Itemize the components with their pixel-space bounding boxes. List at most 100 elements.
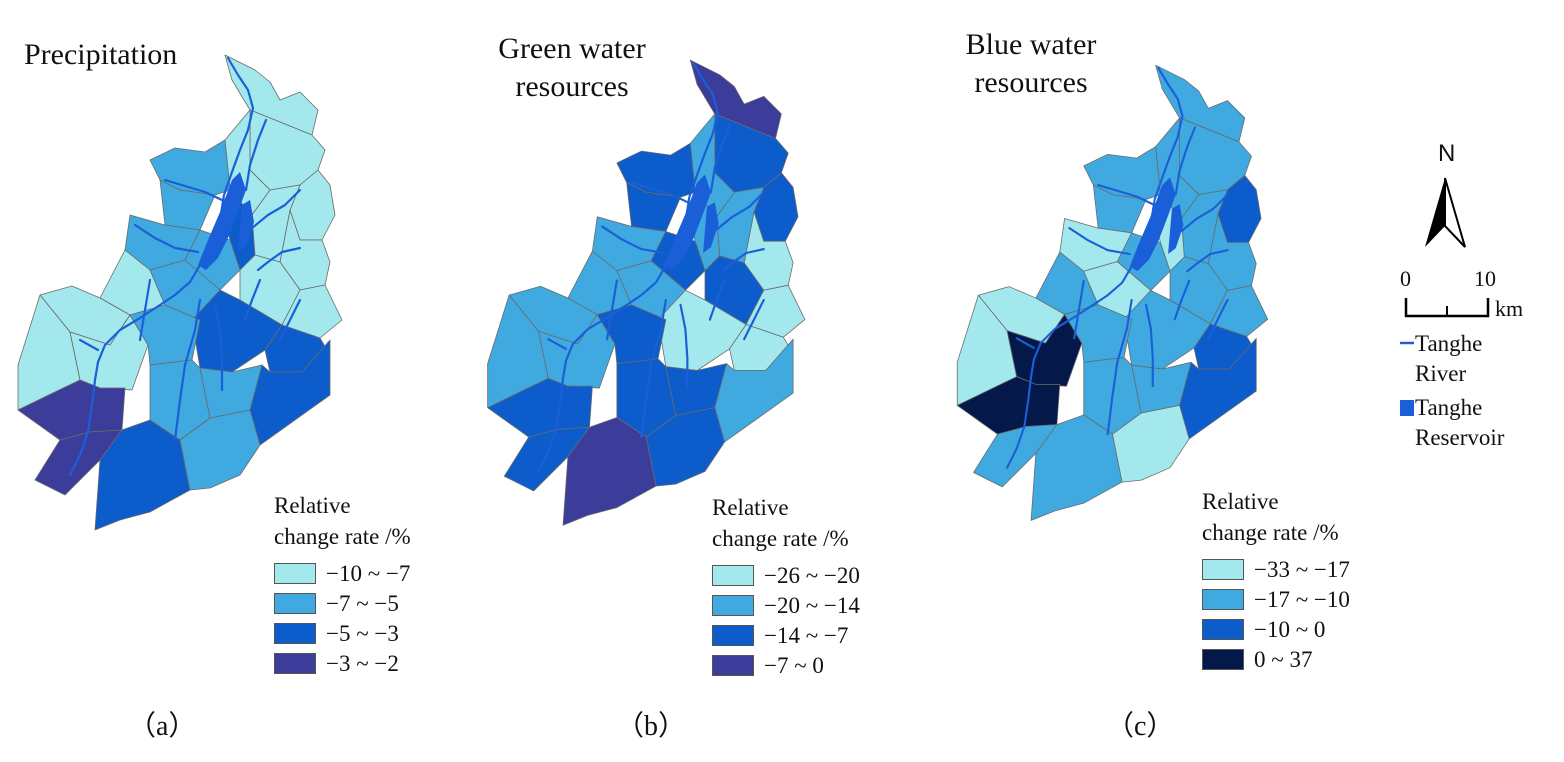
scale-start: 0	[1400, 266, 1411, 291]
subbasin	[281, 284, 343, 339]
legend-swatch	[1202, 618, 1244, 640]
legend-label: −20 ~ −14	[764, 592, 860, 618]
legend-item: 0 ~ 37	[1202, 644, 1350, 674]
reservoir-area	[703, 202, 719, 253]
river-line	[601, 225, 665, 255]
river-line	[163, 178, 224, 202]
legend-precipitation: Relative change rate /% −10 ~ −7 −7 ~ −5…	[274, 490, 414, 678]
panel-label: （c）	[1106, 711, 1175, 742]
subbasin	[179, 409, 261, 491]
legend-swatch	[274, 652, 316, 674]
legend-item: −14 ~ −7	[712, 620, 860, 650]
north-label: N	[1438, 140, 1456, 167]
legend-green-water: Relative change rate /% −26 ~ −20 −20 ~ …	[712, 492, 860, 680]
river-line	[133, 223, 200, 254]
river-line	[68, 56, 255, 477]
panel-precipitation: Precipitation Relative change rate /% −1…	[0, 0, 480, 762]
reservoir-area	[663, 174, 711, 271]
panel-label: （a）	[128, 711, 197, 742]
legend-swatch	[1202, 648, 1244, 670]
legend-swatch	[712, 564, 754, 586]
legend-label: −10 ~ 0	[1254, 616, 1326, 642]
river-line	[1180, 193, 1229, 233]
legend-label: −3 ~ −2	[326, 650, 399, 676]
river-line	[1097, 183, 1154, 206]
river-line	[1106, 298, 1133, 436]
river-line	[256, 246, 302, 272]
river-line	[537, 61, 719, 473]
legend-blue-water: Relative change rate /% −33 ~ −17 −17 ~ …	[1202, 486, 1350, 674]
legend-item: −20 ~ −14	[712, 590, 860, 620]
river-line	[78, 338, 100, 352]
subbasin	[689, 59, 782, 139]
river-line	[708, 279, 726, 321]
river-line	[630, 181, 689, 204]
legend-title: Relative change rate /%	[712, 495, 849, 551]
scale-unit: km	[1495, 296, 1524, 321]
panel-title: Precipitation	[24, 38, 178, 71]
subbasin	[1209, 285, 1269, 337]
subbasin	[159, 179, 216, 231]
legend-label: −5 ~ −3	[326, 620, 399, 646]
river-line	[278, 298, 302, 342]
river-line	[1174, 126, 1196, 196]
river-line	[743, 298, 765, 341]
river-line	[250, 188, 302, 230]
scale-bar: 0 10 km	[1400, 266, 1550, 326]
subbasin	[645, 407, 725, 487]
panel-blue-water: Blue water resources Relative change rat…	[940, 0, 1400, 762]
river-line	[1144, 303, 1154, 388]
panel-title: Green water resources	[498, 32, 646, 103]
legend-swatch	[1202, 558, 1244, 580]
legend-swatch	[1202, 588, 1244, 610]
panel-green-water: Green water resources Relative change ra…	[470, 0, 940, 762]
river-line	[721, 248, 765, 272]
river-network	[537, 61, 765, 473]
river-line	[1207, 298, 1229, 340]
legend-title: Relative change rate /%	[1202, 489, 1339, 545]
legend-item: −10 ~ 0	[1202, 614, 1350, 644]
river-line	[1006, 67, 1184, 469]
river-line	[679, 303, 689, 390]
river-line	[547, 338, 568, 351]
legend-swatch	[274, 592, 316, 614]
north-arrow-icon	[1425, 177, 1466, 248]
river-line	[1073, 279, 1085, 340]
legend-reservoir: Tanghe Reservoir	[1400, 395, 1560, 464]
legend-label: −7 ~ −5	[326, 590, 399, 616]
scale-bar-icon	[1404, 298, 1490, 318]
panel-title: Blue water resources	[965, 28, 1097, 99]
reservoir-swatch-icon	[1400, 400, 1414, 416]
legend-label: 0 ~ 37	[1254, 646, 1313, 672]
basin-map-precipitation	[17, 54, 343, 531]
reservoir-area	[1129, 177, 1176, 272]
legend-swatch	[274, 622, 316, 644]
basin-map-green-water	[487, 59, 806, 526]
legend-title: Relative change rate /%	[274, 493, 411, 549]
north-arrow: N	[1418, 140, 1468, 250]
legend-swatch	[712, 654, 754, 676]
subbasin	[224, 54, 319, 136]
subbasin	[626, 182, 681, 232]
legend-item: −33 ~ −17	[1202, 554, 1350, 584]
river-line	[173, 298, 202, 442]
legend-item: −3 ~ −2	[274, 648, 414, 678]
river-line	[244, 118, 268, 192]
legend-item: −26 ~ −20	[712, 560, 860, 590]
legend-item: −7 ~ 0	[712, 650, 860, 680]
river-line	[1173, 279, 1191, 321]
river-line	[138, 278, 152, 342]
panel-label: （b）	[616, 711, 687, 742]
river-label: Tanghe River	[1415, 331, 1483, 386]
river-line	[213, 303, 224, 392]
legend-label: −10 ~ −7	[326, 560, 411, 586]
river-line	[243, 278, 262, 322]
legend-item: −5 ~ −3	[274, 618, 414, 648]
legend-label: −14 ~ −7	[764, 622, 849, 648]
river-line	[709, 122, 732, 194]
legend-swatch	[712, 624, 754, 646]
river-line-icon	[1400, 341, 1414, 345]
legend-river: Tanghe River	[1400, 331, 1560, 400]
legend-item: −17 ~ −10	[1202, 584, 1350, 614]
legend-label: −17 ~ −10	[1254, 586, 1350, 612]
